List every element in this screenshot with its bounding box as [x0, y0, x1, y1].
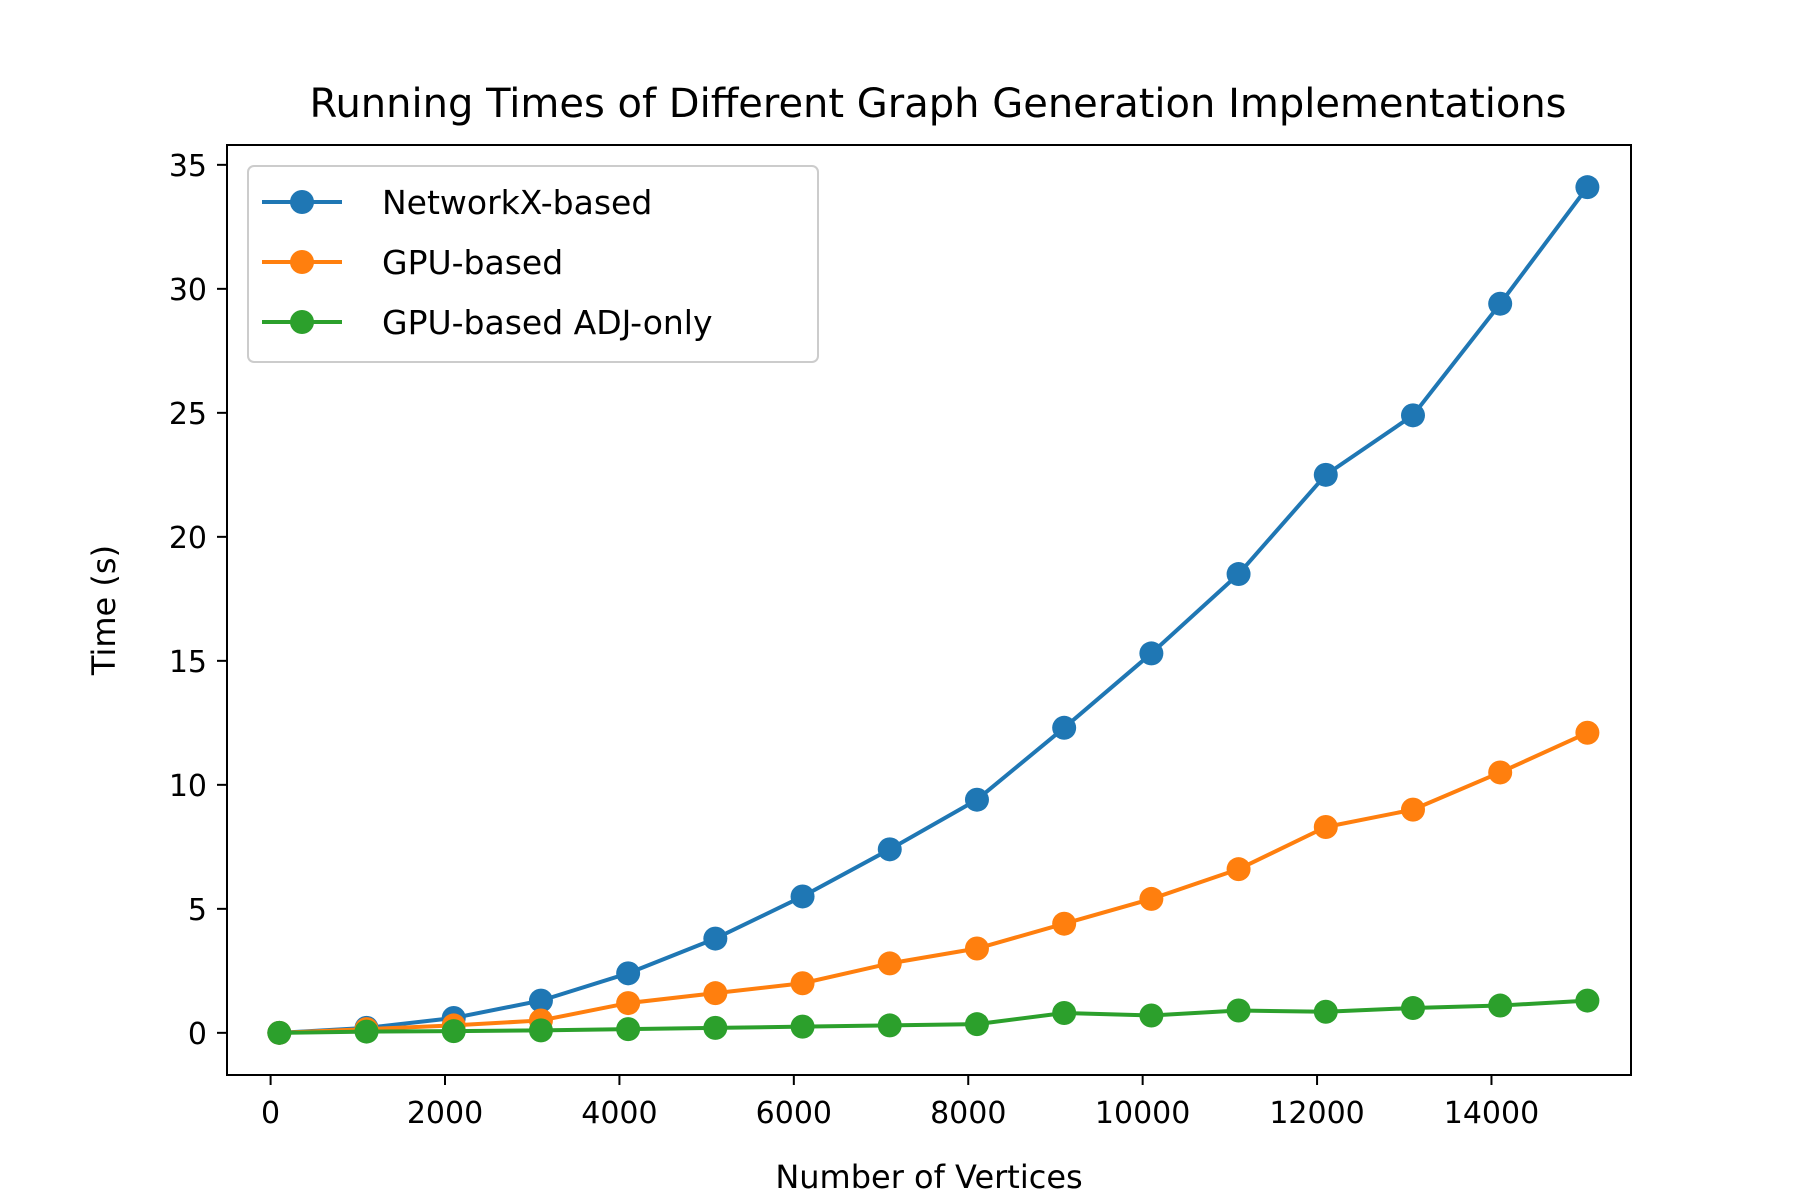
- legend-marker: [290, 250, 314, 274]
- x-tick-label: 8000: [930, 1096, 1006, 1131]
- data-point: [1313, 462, 1338, 487]
- data-point: [1139, 641, 1164, 666]
- data-point: [528, 1018, 553, 1043]
- x-tick-label: 12000: [1269, 1096, 1364, 1131]
- data-point: [964, 936, 989, 961]
- x-tick-label: 6000: [756, 1096, 832, 1131]
- data-point: [790, 971, 815, 996]
- legend-marker: [290, 310, 314, 334]
- y-tick-label: 25: [169, 397, 207, 432]
- data-point: [1488, 760, 1513, 785]
- data-point: [1575, 988, 1600, 1013]
- y-tick-label: 5: [188, 893, 207, 928]
- data-point: [616, 991, 641, 1016]
- data-point: [964, 1012, 989, 1037]
- legend-label: NetworkX-based: [382, 183, 652, 222]
- data-point: [1488, 291, 1513, 316]
- data-point: [1226, 857, 1251, 882]
- data-point: [877, 837, 902, 862]
- data-point: [1052, 715, 1077, 740]
- data-point: [1400, 797, 1425, 822]
- legend: NetworkX-based GPU-based GPU-based ADJ-onl…: [247, 165, 819, 363]
- data-point: [964, 787, 989, 812]
- data-point: [441, 1019, 466, 1044]
- series-line-1: [279, 185, 1589, 1035]
- y-tick-label: 10: [169, 769, 207, 804]
- x-tick-label: 10000: [1095, 1096, 1190, 1131]
- data-point: [1313, 815, 1338, 839]
- y-tick-label: 20: [169, 521, 207, 556]
- y-tick-label: 15: [169, 645, 207, 680]
- y-tick-label: 35: [169, 149, 207, 184]
- data-point: [703, 1015, 728, 1040]
- data-point: [1139, 1003, 1164, 1028]
- x-tick-label: 14000: [1444, 1096, 1539, 1131]
- data-point: [1052, 911, 1077, 936]
- chart-title: Running Times of Different Graph Generat…: [309, 81, 1566, 127]
- data-point: [1226, 562, 1251, 587]
- data-point: [703, 926, 728, 951]
- data-point: [703, 981, 728, 1006]
- x-axis-title: Number of Vertices: [775, 1158, 1082, 1196]
- data-point: [1488, 993, 1513, 1018]
- data-point: [1313, 999, 1338, 1024]
- x-tick-label: 4000: [581, 1096, 657, 1131]
- data-point: [1400, 403, 1425, 428]
- data-point: [354, 1019, 379, 1044]
- data-point: [616, 1017, 641, 1042]
- data-point: [1575, 175, 1600, 200]
- x-tick-label: 0: [261, 1096, 280, 1131]
- y-tick-label: 30: [169, 273, 207, 308]
- data-point: [877, 1013, 902, 1038]
- y-axis-title: Time (s): [85, 545, 123, 676]
- data-point: [1052, 1001, 1077, 1025]
- series-line-3: [279, 998, 1588, 1035]
- series-line-2: [279, 730, 1589, 1035]
- legend-box: [247, 165, 819, 363]
- plot-frame: [226, 144, 1632, 1076]
- data-point: [790, 884, 815, 909]
- data-point: [616, 961, 641, 986]
- legend-label: GPU-based: [382, 243, 563, 282]
- data-point: [1575, 720, 1600, 745]
- data-point: [267, 1020, 292, 1045]
- data-point: [528, 988, 553, 1013]
- data-point: [1400, 996, 1425, 1021]
- x-tick-label: 2000: [407, 1096, 483, 1131]
- y-tick-label: 0: [188, 1017, 207, 1052]
- data-point: [877, 951, 902, 976]
- legend-label: GPU-based ADJ-only: [382, 303, 713, 342]
- data-point: [1139, 886, 1164, 911]
- legend-marker: [290, 190, 314, 214]
- data-point: [790, 1014, 815, 1039]
- data-point: [1226, 998, 1251, 1023]
